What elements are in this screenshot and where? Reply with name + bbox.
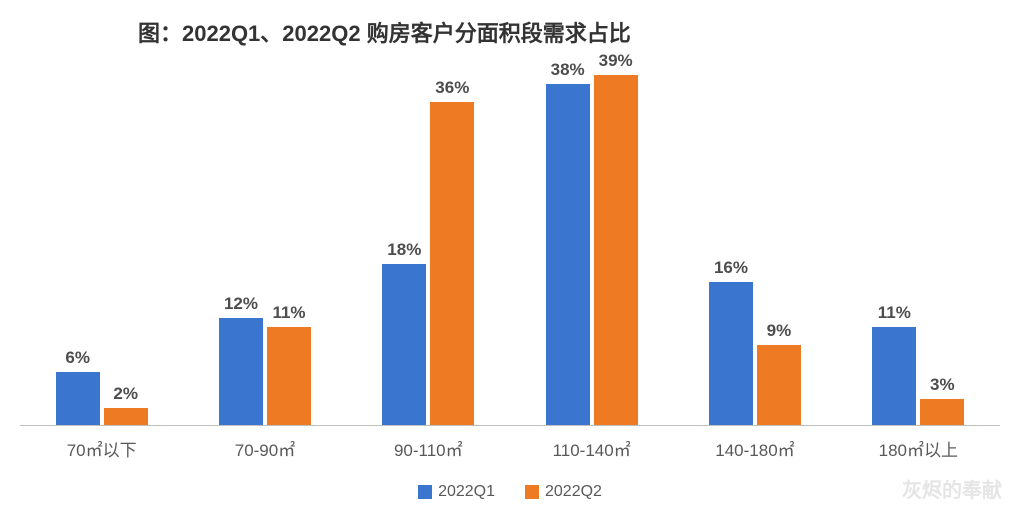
chart-container: 图：2022Q1、2022Q2 购房客户分面积段需求占比 6%2%12%11%1… — [0, 0, 1020, 515]
chart-title: 图：2022Q1、2022Q2 购房客户分面积段需求占比 — [20, 16, 1000, 48]
x-axis-label: 90-110㎡ — [382, 436, 474, 461]
x-axis-label: 140-180㎡ — [709, 436, 801, 461]
x-axis-label: 70-90㎡ — [219, 436, 311, 461]
bar: 18% — [382, 264, 426, 426]
bar-value-label: 36% — [430, 78, 474, 98]
bar-value-label: 6% — [56, 348, 100, 368]
bar: 12% — [219, 318, 263, 426]
legend-swatch-q2 — [525, 485, 539, 499]
bar-group: 16%9% — [709, 66, 801, 426]
plot-area: 6%2%12%11%18%36%38%39%16%9%11%3% — [20, 66, 1000, 426]
bar: 38% — [546, 84, 590, 426]
bar: 6% — [56, 372, 100, 426]
x-axis-line — [20, 425, 1000, 426]
x-axis-labels: 70㎡以下 70-90㎡ 90-110㎡ 110-140㎡ 140-180㎡ 180㎡以上 — [20, 436, 1000, 461]
bar: 39% — [594, 75, 638, 426]
bar-value-label: 18% — [382, 240, 426, 260]
bar: 2% — [104, 408, 148, 426]
bar-value-label: 11% — [267, 303, 311, 323]
bar: 16% — [709, 282, 753, 426]
bar: 3% — [920, 399, 964, 426]
x-axis-label: 70㎡以下 — [56, 436, 148, 461]
bar-value-label: 3% — [920, 375, 964, 395]
bar: 9% — [757, 345, 801, 426]
bar-group: 38%39% — [546, 66, 638, 426]
bar: 11% — [872, 327, 916, 426]
bar-groups: 6%2%12%11%18%36%38%39%16%9%11%3% — [20, 66, 1000, 426]
legend-swatch-q1 — [418, 485, 432, 499]
bar-value-label: 2% — [104, 384, 148, 404]
bar-value-label: 38% — [546, 60, 590, 80]
bar-group: 18%36% — [382, 66, 474, 426]
legend-item-q1: 2022Q1 — [418, 483, 495, 501]
bar-value-label: 16% — [709, 258, 753, 278]
x-axis-label: 180㎡以上 — [872, 436, 964, 461]
bar-value-label: 12% — [219, 294, 263, 314]
bar-value-label: 39% — [594, 51, 638, 71]
legend: 2022Q1 2022Q2 — [20, 483, 1000, 501]
bar: 11% — [267, 327, 311, 426]
bar-group: 12%11% — [219, 66, 311, 426]
bar-value-label: 9% — [757, 321, 801, 341]
x-axis-label: 110-140㎡ — [546, 436, 638, 461]
legend-label-q1: 2022Q1 — [438, 483, 495, 501]
bar-group: 6%2% — [56, 66, 148, 426]
legend-item-q2: 2022Q2 — [525, 483, 602, 501]
bar-value-label: 11% — [872, 303, 916, 323]
bar: 36% — [430, 102, 474, 426]
legend-label-q2: 2022Q2 — [545, 483, 602, 501]
bar-group: 11%3% — [872, 66, 964, 426]
